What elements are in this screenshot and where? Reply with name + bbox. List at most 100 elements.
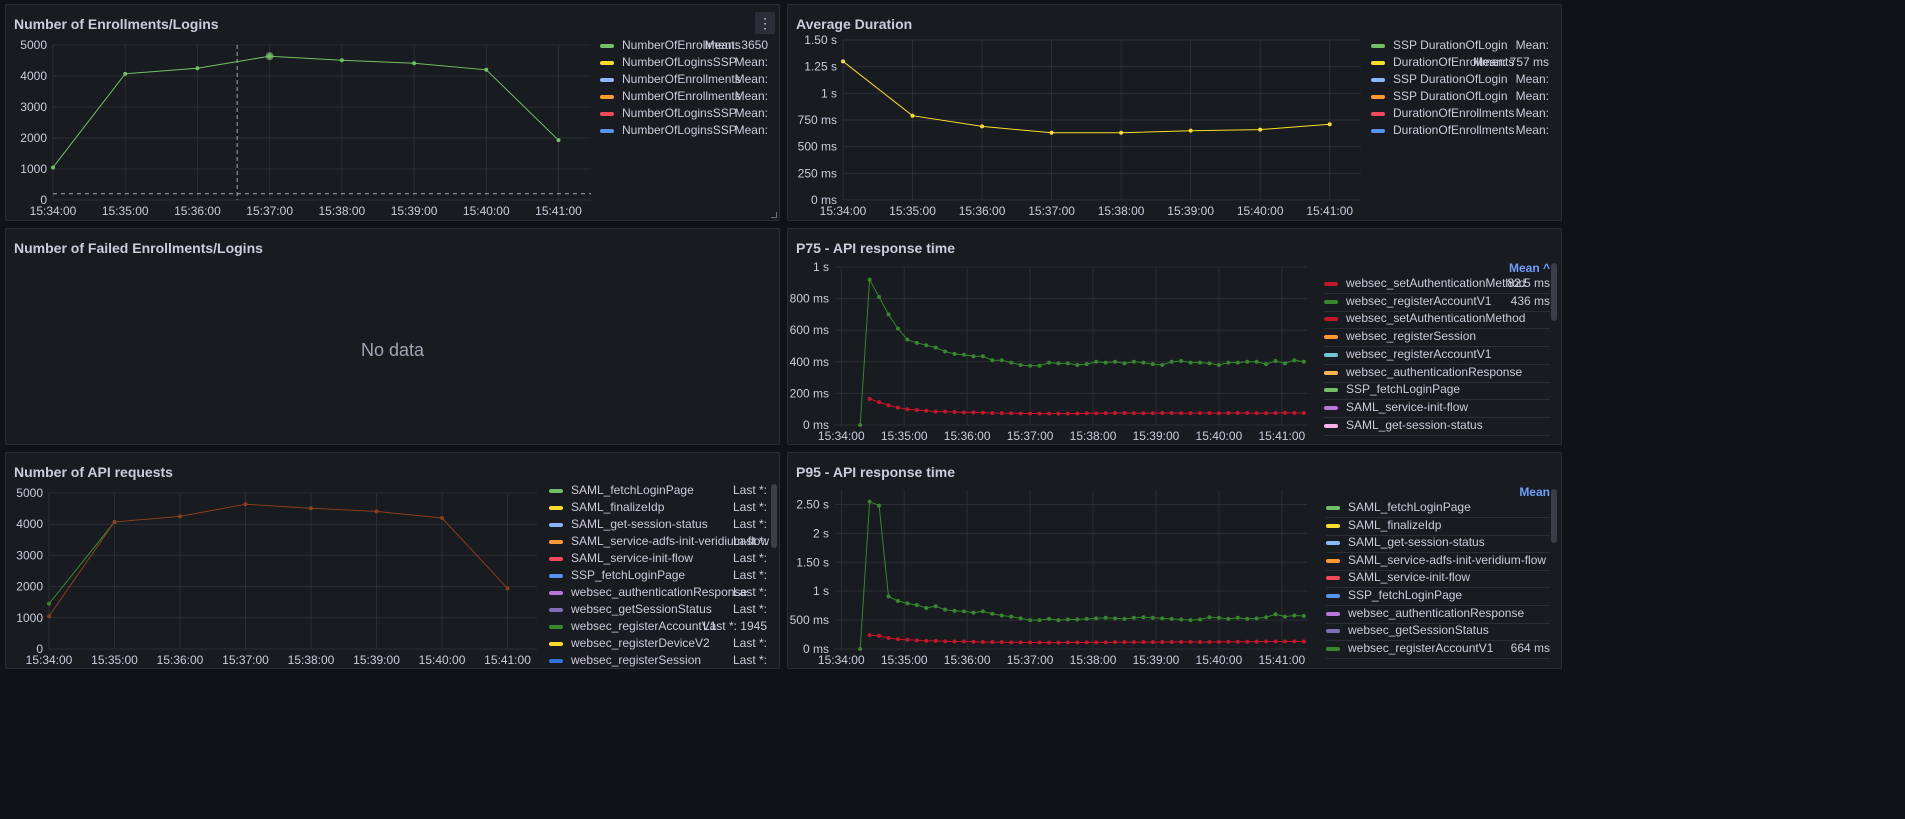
- data-point[interactable]: [933, 638, 938, 643]
- data-point[interactable]: [47, 614, 51, 619]
- series-line[interactable]: [842, 60, 1330, 134]
- legend-item[interactable]: SAML_fetchLoginPage Last *:: [549, 480, 767, 501]
- legend-sort-header[interactable]: Mean ^: [1508, 261, 1550, 275]
- data-point[interactable]: [1169, 640, 1174, 645]
- data-point[interactable]: [1254, 411, 1259, 416]
- data-point[interactable]: [1056, 411, 1061, 416]
- data-point[interactable]: [1037, 411, 1042, 416]
- legend-item[interactable]: websec_getSessionStatus: [1326, 620, 1550, 642]
- data-point[interactable]: [1084, 616, 1089, 621]
- data-point[interactable]: [952, 351, 957, 356]
- data-point[interactable]: [412, 61, 417, 66]
- panel-enrollments[interactable]: Number of Enrollments/Logins ⋮ 0 1000 2000…: [5, 4, 780, 221]
- data-point[interactable]: [47, 601, 51, 606]
- data-point[interactable]: [990, 410, 995, 415]
- data-point[interactable]: [1046, 360, 1051, 365]
- data-point[interactable]: [1131, 615, 1136, 620]
- data-point[interactable]: [1028, 363, 1033, 368]
- legend-item[interactable]: websec_setAuthenticationMethod 82.5 ms: [1324, 273, 1550, 294]
- data-point[interactable]: [877, 633, 882, 638]
- data-point[interactable]: [1037, 618, 1042, 623]
- panel-duration[interactable]: Average Duration 0 ms 250 ms 500 ms 750 ms 1…: [787, 4, 1562, 221]
- data-point[interactable]: [243, 502, 248, 507]
- data-point[interactable]: [1009, 360, 1014, 365]
- legend-item[interactable]: NumberOfLoginsSSP Mean:: [600, 52, 768, 73]
- data-point[interactable]: [1018, 411, 1023, 416]
- data-point[interactable]: [999, 640, 1004, 645]
- data-point[interactable]: [556, 138, 561, 143]
- data-point[interactable]: [867, 396, 872, 401]
- data-point[interactable]: [1094, 640, 1099, 645]
- data-point[interactable]: [51, 165, 55, 170]
- data-point[interactable]: [1216, 615, 1221, 620]
- data-point[interactable]: [999, 613, 1004, 618]
- data-point[interactable]: [1046, 616, 1051, 621]
- data-point[interactable]: [1254, 359, 1259, 364]
- data-point[interactable]: [1216, 639, 1221, 644]
- data-point[interactable]: [1198, 360, 1203, 365]
- data-point[interactable]: [990, 640, 995, 645]
- legend-item[interactable]: SAML_finalizeIdp Last *:: [549, 497, 767, 518]
- data-point[interactable]: [943, 639, 948, 644]
- data-point[interactable]: [877, 295, 882, 300]
- data-point[interactable]: [1188, 639, 1193, 644]
- legend-item[interactable]: websec_registerAccountV1 664 ms: [1326, 638, 1550, 659]
- data-point[interactable]: [952, 639, 957, 644]
- data-point[interactable]: [1037, 363, 1042, 368]
- panel-failed[interactable]: Number of Failed Enrollments/Logins No d…: [5, 228, 780, 445]
- data-point[interactable]: [1188, 411, 1193, 416]
- data-point[interactable]: [895, 637, 900, 642]
- data-point[interactable]: [178, 514, 183, 519]
- series-line[interactable]: [48, 503, 508, 617]
- data-point[interactable]: [905, 337, 910, 342]
- data-point[interactable]: [1122, 616, 1127, 621]
- data-point[interactable]: [999, 358, 1004, 363]
- data-point[interactable]: [886, 403, 891, 408]
- data-point[interactable]: [867, 277, 872, 282]
- data-point[interactable]: [195, 66, 200, 71]
- data-point[interactable]: [1160, 362, 1165, 367]
- panel-requests[interactable]: Number of API requests 0 1000 2000 3000 4000…: [5, 452, 780, 669]
- data-point[interactable]: [1254, 616, 1259, 621]
- legend-item[interactable]: websec_getSessionStatus Last *:: [549, 599, 767, 620]
- requests-chart[interactable]: 0 1000 2000 3000 4000 5000 15:34:00 15:35:00 15:…: [6, 453, 780, 669]
- data-point[interactable]: [905, 601, 910, 606]
- data-point[interactable]: [1198, 617, 1203, 622]
- data-point[interactable]: [1119, 130, 1124, 135]
- legend-item[interactable]: NumberOfEnrollments Mean:: [600, 69, 768, 90]
- data-point[interactable]: [1103, 411, 1108, 416]
- panel-p95[interactable]: P95 - API response time 0 ms 500 ms 1 s 1.5…: [787, 452, 1562, 669]
- data-point[interactable]: [895, 326, 900, 331]
- data-point[interactable]: [1065, 361, 1070, 366]
- data-point[interactable]: [1160, 640, 1165, 645]
- legend-item[interactable]: DurationOfEnrollments Mean: 757 ms: [1371, 52, 1549, 73]
- data-point[interactable]: [914, 638, 919, 643]
- data-point[interactable]: [1273, 612, 1278, 617]
- data-point[interactable]: [1160, 616, 1165, 621]
- data-point[interactable]: [1113, 359, 1118, 364]
- data-point[interactable]: [877, 400, 882, 405]
- data-point[interactable]: [867, 499, 872, 504]
- data-point[interactable]: [924, 408, 929, 413]
- data-point[interactable]: [1169, 616, 1174, 621]
- data-point[interactable]: [1056, 618, 1061, 623]
- data-point[interactable]: [1226, 360, 1231, 365]
- data-point[interactable]: [962, 639, 967, 644]
- data-point[interactable]: [1245, 639, 1250, 644]
- data-point[interactable]: [1150, 640, 1155, 645]
- legend-item[interactable]: SAML_service-adfs-init-veridium-flow Last…: [549, 531, 769, 552]
- data-point[interactable]: [1245, 616, 1250, 621]
- legend-item[interactable]: SAML_service-init-flow: [1324, 397, 1550, 418]
- data-point[interactable]: [933, 409, 938, 414]
- data-point[interactable]: [1235, 639, 1240, 644]
- data-point[interactable]: [1188, 360, 1193, 365]
- legend-item[interactable]: websec_registerAccountV1: [1324, 344, 1550, 365]
- legend-item[interactable]: SAML_get-session-status: [1326, 532, 1550, 554]
- data-point[interactable]: [1103, 615, 1108, 620]
- data-point[interactable]: [1084, 640, 1089, 645]
- data-point[interactable]: [1235, 360, 1240, 365]
- data-point[interactable]: [1245, 359, 1250, 364]
- data-point[interactable]: [1028, 640, 1033, 645]
- data-point[interactable]: [980, 640, 985, 645]
- data-point[interactable]: [910, 113, 915, 118]
